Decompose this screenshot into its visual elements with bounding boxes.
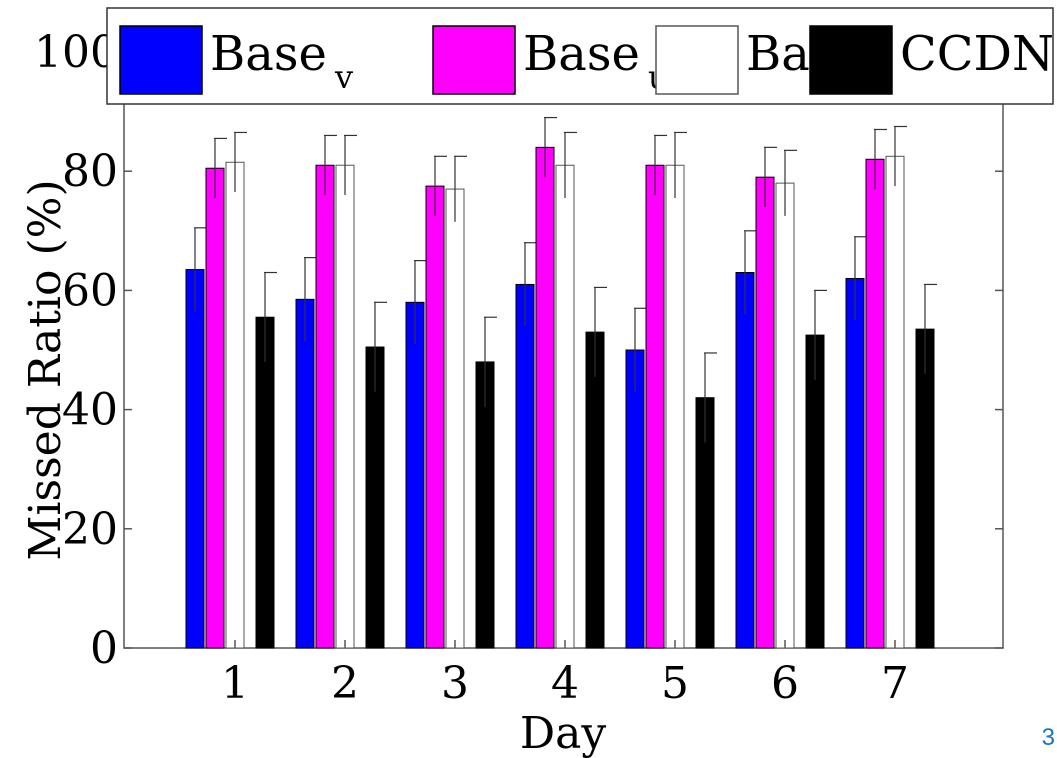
legend: BasevBaseuBasenCCDN [106, 7, 1054, 105]
bar-base-v-day-2 [295, 298, 315, 649]
bar-ccdn-day-4 [585, 331, 605, 649]
legend-label-subscript: v [334, 58, 353, 96]
x-tick-label: 3 [441, 658, 469, 709]
legend-label: CCDN [900, 26, 1054, 82]
bar-base-n-day-2 [335, 164, 355, 649]
bar-base-v-day-6 [735, 272, 755, 649]
legend-box [106, 7, 1054, 105]
bar-base-u-day-6 [755, 176, 775, 649]
bar-base-u-day-3 [425, 185, 445, 649]
x-tick-label: 4 [551, 658, 579, 709]
bar-base-v-day-7 [845, 277, 865, 649]
y-tick-label: 80 [62, 146, 118, 197]
bar-base-u-day-4 [535, 146, 555, 649]
x-axis-label: Day [520, 708, 607, 758]
bar-base-u-day-5 [645, 164, 665, 649]
bar-ccdn-day-2 [365, 346, 385, 649]
bar-base-n-day-7 [885, 155, 905, 649]
legend-swatch [432, 25, 516, 95]
legend-swatch [655, 25, 739, 95]
bar-base-n-day-3 [445, 188, 465, 649]
bar-base-n-day-5 [665, 164, 685, 649]
bar-base-u-day-7 [865, 158, 885, 649]
bar-base-v-day-5 [625, 349, 645, 649]
bar-ccdn-day-6 [805, 334, 825, 649]
bar-base-n-day-4 [555, 164, 575, 649]
x-tick-label: 7 [881, 658, 909, 709]
bar-base-u-day-2 [315, 164, 335, 649]
bar-ccdn-day-7 [915, 328, 935, 649]
y-tick-label: 60 [62, 265, 118, 316]
legend-swatch [809, 25, 893, 95]
x-tick-label: 5 [661, 658, 689, 709]
bar-base-v-day-3 [405, 301, 425, 649]
bar-base-v-day-1 [185, 269, 205, 649]
page-number-label: 3 [1041, 724, 1055, 751]
y-tick-label: 0 [90, 623, 118, 674]
x-tick-label: 6 [771, 658, 799, 709]
x-tick-label: 2 [331, 658, 359, 709]
y-tick-label: 20 [62, 504, 118, 555]
x-tick-label: 1 [221, 658, 249, 709]
bar-base-n-day-1 [225, 161, 245, 649]
y-tick-label: 40 [62, 385, 118, 436]
legend-swatch [119, 25, 203, 95]
bar-base-u-day-1 [205, 167, 225, 649]
bar-base-v-day-4 [515, 283, 535, 649]
y-tick-label: 100 [34, 27, 118, 78]
y-axis-label: Missed Ratio (%) [20, 179, 71, 560]
bar-ccdn-day-1 [255, 316, 275, 649]
bar-base-n-day-6 [775, 182, 795, 649]
